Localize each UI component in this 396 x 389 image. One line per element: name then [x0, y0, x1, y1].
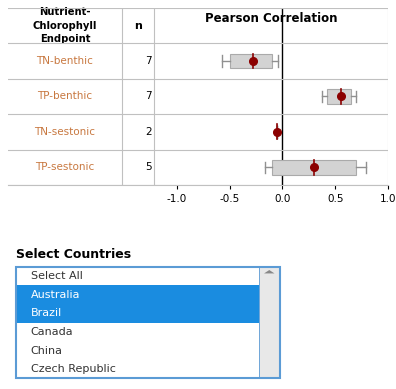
- Text: Select All: Select All: [31, 271, 83, 281]
- Bar: [15, 322, 259, 341]
- Text: Nutrient-
Chlorophyll
Endpoint: Nutrient- Chlorophyll Endpoint: [33, 7, 97, 44]
- Text: Czech Republic: Czech Republic: [31, 364, 116, 374]
- Bar: [272, 160, 356, 175]
- Text: TN-benthic: TN-benthic: [36, 56, 93, 66]
- Bar: [327, 89, 351, 104]
- Text: 5: 5: [145, 163, 152, 172]
- Bar: [15, 304, 259, 322]
- Text: China: China: [31, 345, 63, 356]
- Bar: [15, 360, 259, 378]
- Bar: [15, 341, 259, 360]
- Text: TN-sestonic: TN-sestonic: [34, 127, 95, 137]
- Text: 7: 7: [145, 56, 152, 66]
- Bar: [15, 285, 259, 304]
- Text: n: n: [134, 21, 142, 30]
- Bar: [15, 266, 280, 378]
- Text: TP-benthic: TP-benthic: [37, 91, 93, 102]
- Text: 2: 2: [145, 127, 152, 137]
- Bar: [15, 266, 259, 285]
- Text: Canada: Canada: [31, 327, 73, 337]
- Text: TP-sestonic: TP-sestonic: [35, 163, 95, 172]
- Text: Select Countries: Select Countries: [15, 247, 131, 261]
- Text: Pearson Correlation: Pearson Correlation: [205, 12, 337, 25]
- Text: 7: 7: [145, 91, 152, 102]
- Text: Brazil: Brazil: [31, 308, 62, 318]
- Bar: [259, 266, 280, 378]
- Bar: [230, 54, 272, 68]
- Polygon shape: [264, 270, 274, 273]
- Text: Australia: Australia: [31, 289, 80, 300]
